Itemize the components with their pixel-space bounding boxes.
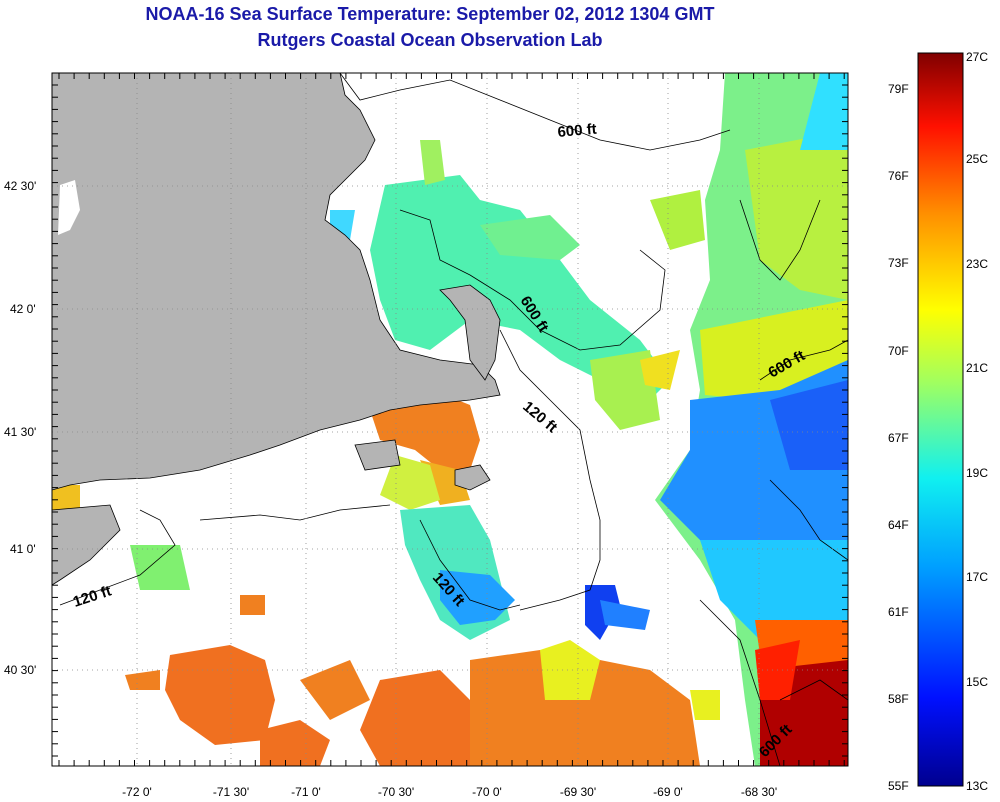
depth-contour-lines — [59, 73, 848, 766]
colorbar-f-label: 76F — [888, 169, 909, 183]
lon-label: -72 0' — [122, 785, 152, 799]
lon-label: -70 0' — [472, 785, 502, 799]
lon-label: -70 30' — [378, 785, 414, 799]
lon-label: -71 30' — [213, 785, 249, 799]
colorbar-gradient — [917, 52, 964, 787]
lat-lon-grid — [52, 73, 848, 766]
longitude-axis: -72 0' -71 30' -71 0' -70 30' -70 0' -69… — [122, 785, 777, 799]
colorbar-c-label: 19C — [966, 466, 988, 480]
lat-label: 41 30' — [4, 425, 36, 439]
map-border — [51, 72, 849, 767]
colorbar-f-label: 73F — [888, 256, 909, 270]
colorbar-c-label: 27C — [966, 50, 988, 64]
lat-label: 42 0' — [10, 302, 36, 316]
colorbar-c-label: 15C — [966, 675, 988, 689]
lat-label: 42 30' — [4, 179, 36, 193]
colorbar-f-label: 64F — [888, 518, 909, 532]
lon-label: -68 30' — [741, 785, 777, 799]
colorbar-f-label: 79F — [888, 82, 909, 96]
colorbar-c-label: 13C — [966, 779, 988, 793]
colorbar-f-label: 55F — [888, 779, 909, 793]
colorbar-f-label: 61F — [888, 605, 909, 619]
axis-ticks — [52, 73, 848, 766]
lat-label: 41 0' — [10, 542, 36, 556]
colorbar-f-label: 70F — [888, 344, 909, 358]
colorbar-c-label: 23C — [966, 257, 988, 271]
map-subtitle: Rutgers Coastal Ocean Observation Lab — [257, 30, 603, 50]
latitude-axis: 42 30' 42 0' 41 30' 41 0' 40 30' — [4, 179, 36, 677]
colorbar-c-label: 17C — [966, 570, 988, 584]
colorbar-f-label: 58F — [888, 692, 909, 706]
lon-label: -69 30' — [560, 785, 596, 799]
colorbar: 79F 76F 73F 70F 67F 64F 61F 58F 55F 27C … — [888, 50, 988, 793]
lat-label: 40 30' — [4, 663, 36, 677]
colorbar-c-label: 21C — [966, 361, 988, 375]
no-data-patch — [58, 180, 80, 235]
lon-label: -71 0' — [291, 785, 321, 799]
land-mass — [52, 73, 501, 586]
lon-label: -69 0' — [653, 785, 683, 799]
map-title: NOAA-16 Sea Surface Temperature: Septemb… — [145, 4, 715, 24]
depth-label: 600 ft — [557, 121, 598, 141]
colorbar-c-label: 25C — [966, 152, 988, 166]
colorbar-f-label: 67F — [888, 431, 909, 445]
